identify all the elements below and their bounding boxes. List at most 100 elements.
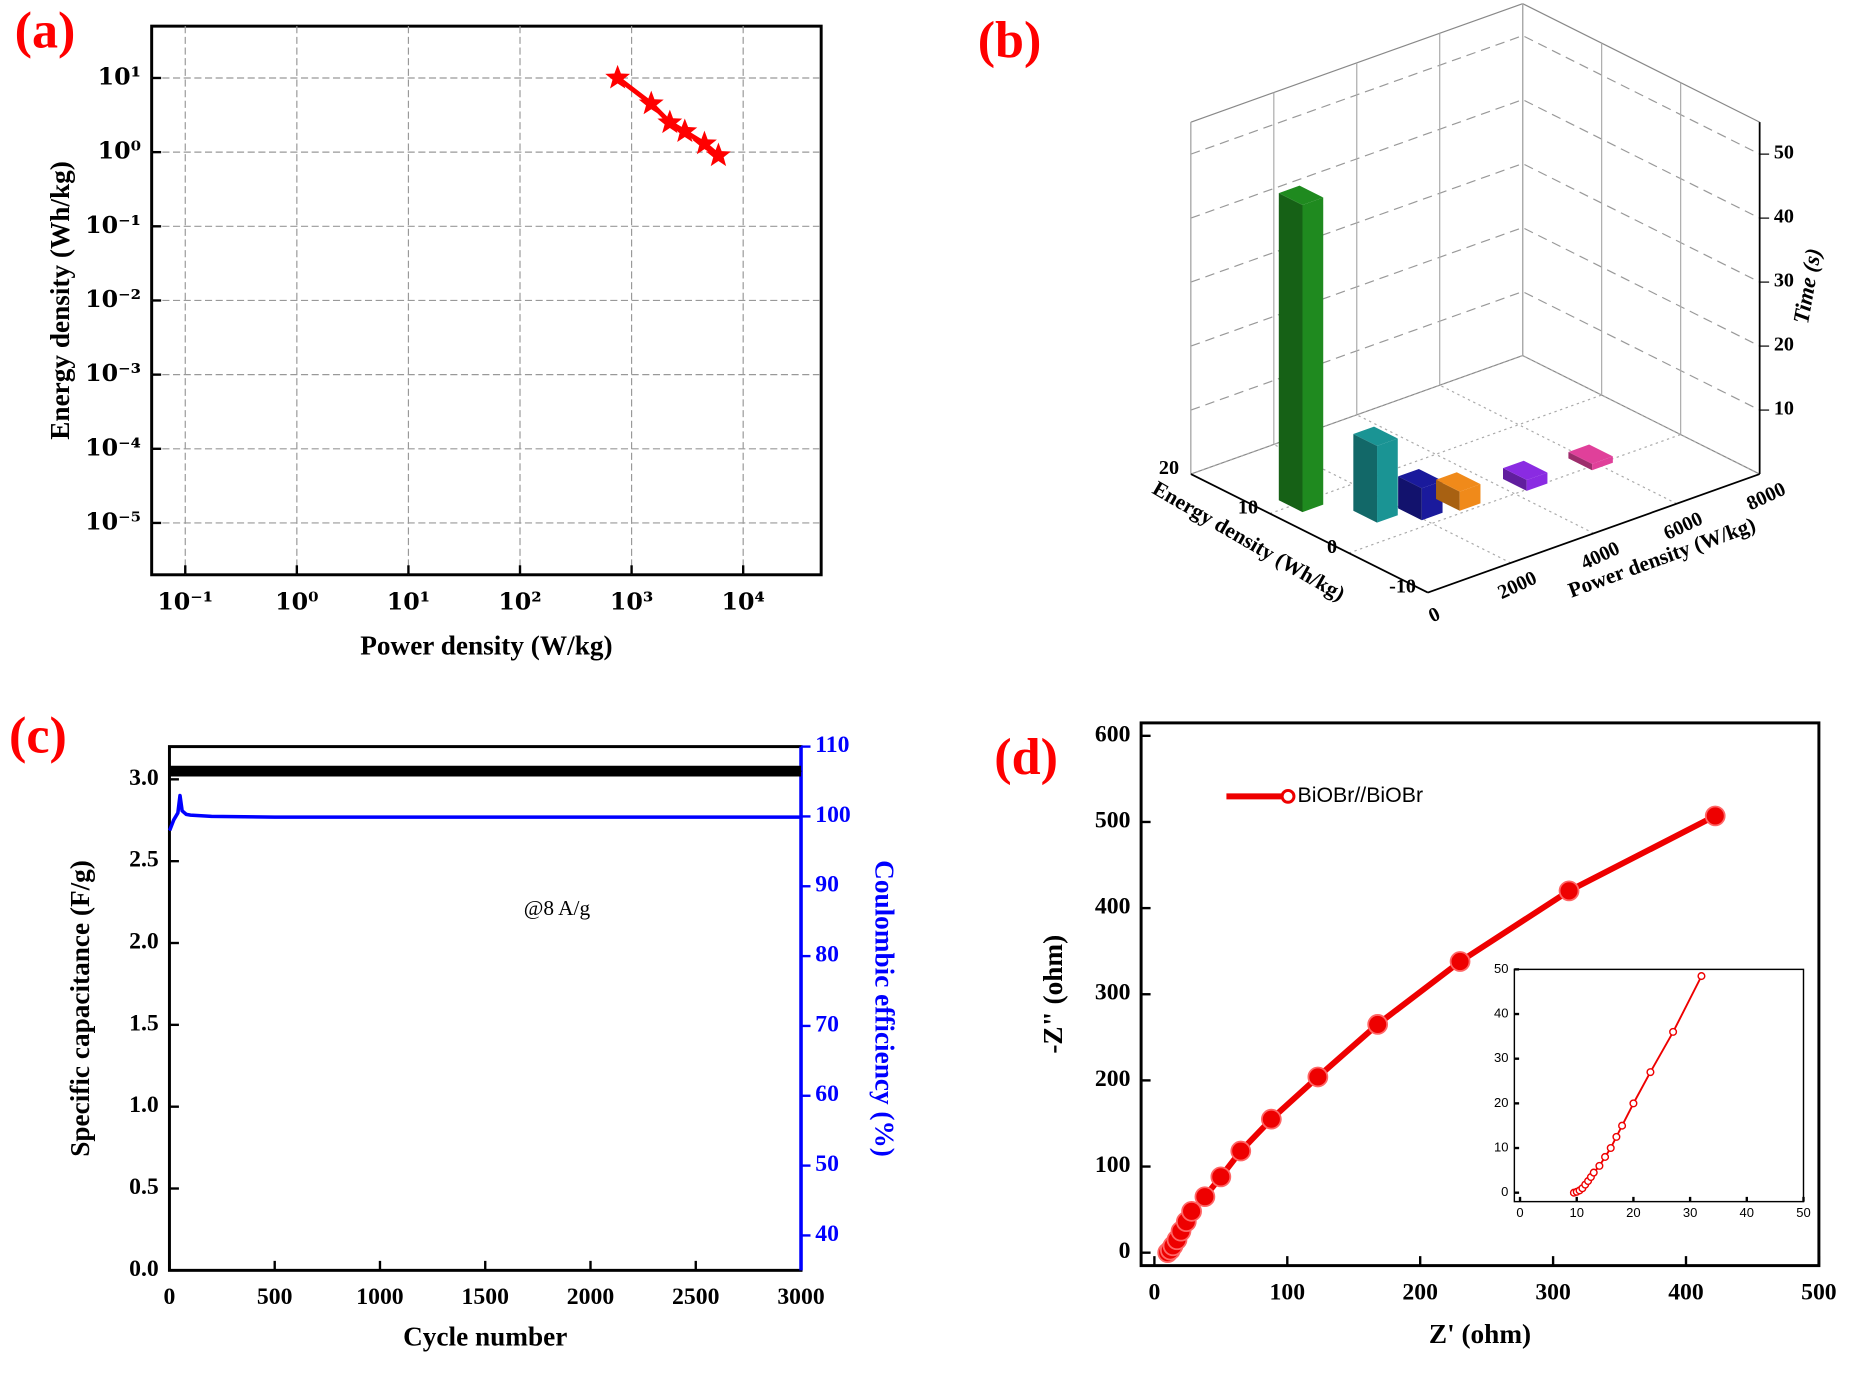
point xyxy=(185,770,187,772)
grid-line xyxy=(1190,34,1760,155)
point xyxy=(484,816,486,818)
y-tick-label: 2.0 xyxy=(129,928,159,954)
z-tick-label: 30 xyxy=(1774,270,1794,292)
y2-tick-label: 90 xyxy=(815,872,839,898)
plot-frame xyxy=(1513,968,1805,1203)
y-tick-label: 20 xyxy=(1159,457,1179,479)
point xyxy=(379,816,381,818)
point xyxy=(589,816,592,818)
grid-line xyxy=(1522,355,1760,475)
x-tick-label: 10⁰ xyxy=(275,588,318,616)
circle-marker xyxy=(1669,1027,1678,1036)
y-axis-label: Specific capacitance (F/g) xyxy=(65,860,95,1157)
y2-tick-label: 100 xyxy=(815,802,851,828)
bar-top xyxy=(1502,460,1548,480)
y-tick-label: 500 xyxy=(1095,807,1131,833)
z-tick-label: 20 xyxy=(1774,334,1794,356)
point xyxy=(169,770,171,772)
bar-top xyxy=(1398,468,1443,489)
y-tick-label: 300 xyxy=(1095,980,1131,1006)
star-marker xyxy=(705,142,731,167)
circle-marker xyxy=(1646,1068,1655,1077)
x-tick-label: 1000 xyxy=(356,1284,403,1310)
star-marker xyxy=(657,109,683,134)
axis-line xyxy=(1190,473,1429,594)
bar xyxy=(1302,197,1324,513)
bar-side xyxy=(1278,193,1303,513)
circle-marker xyxy=(1595,1161,1604,1170)
y-tick-label: 10⁻⁵ xyxy=(85,507,141,535)
circle-marker xyxy=(1210,1166,1232,1188)
point xyxy=(800,770,802,772)
x-tick-label: 2000 xyxy=(1494,567,1540,604)
y-tick-label: 0 xyxy=(1501,1184,1508,1199)
point xyxy=(379,770,381,772)
y-tick-label: 10 xyxy=(1494,1139,1508,1154)
y-tick-label: 3.0 xyxy=(129,765,159,791)
point xyxy=(695,770,697,772)
x-tick-label: 50 xyxy=(1796,1205,1810,1220)
y2-axis-label: Coulombic efficiency (%) xyxy=(869,860,899,1157)
bar-top xyxy=(1353,426,1398,446)
y-tick-label: 1.0 xyxy=(129,1092,159,1118)
plot-frame xyxy=(167,745,803,1272)
point xyxy=(185,813,187,815)
bar-side xyxy=(1353,434,1378,523)
x-tick-label: 10⁴ xyxy=(722,588,765,616)
x-tick-label: 30 xyxy=(1683,1205,1697,1220)
circle-marker xyxy=(1704,805,1726,827)
y-tick-label: 2.5 xyxy=(129,847,159,873)
y-axis-label: Energy density (Wh/kg) xyxy=(45,161,75,440)
z-tick-label: 50 xyxy=(1774,142,1794,164)
annotation: @8 A/g xyxy=(524,896,591,920)
x-tick-label: 10¹ xyxy=(387,588,430,616)
z-tick-label: 40 xyxy=(1774,206,1794,228)
legend-marker xyxy=(1280,788,1296,804)
x-tick-label: 8000 xyxy=(1743,478,1789,515)
y2-tick-label: 70 xyxy=(815,1011,839,1037)
x-tick-label: 3000 xyxy=(777,1284,824,1310)
z-tick-label: 10 xyxy=(1774,398,1794,420)
y-tick-label: 10¹ xyxy=(98,62,141,90)
bar-side xyxy=(1436,479,1460,511)
circle-marker xyxy=(1230,1140,1252,1162)
bar-top xyxy=(1568,444,1613,464)
point xyxy=(210,770,213,772)
x-tick-label: 0 xyxy=(1425,603,1443,627)
star-marker xyxy=(692,130,717,155)
bar-side xyxy=(1398,476,1422,521)
x-tick-label: 500 xyxy=(1801,1279,1837,1305)
y-tick-label: 100 xyxy=(1095,1152,1131,1178)
y-tick-label: 0.5 xyxy=(129,1174,159,1200)
grid-line xyxy=(1190,290,1760,411)
y2-tick-label: 60 xyxy=(815,1081,839,1107)
point xyxy=(181,810,183,812)
y2-tick-label: 50 xyxy=(815,1151,839,1177)
series-line xyxy=(168,793,802,832)
circle-marker xyxy=(1558,880,1580,902)
grid-line xyxy=(1190,162,1760,283)
point xyxy=(189,814,192,816)
x-tick-label: 400 xyxy=(1668,1279,1704,1305)
y-tick-label: 10⁻¹ xyxy=(85,211,141,239)
y-tick-label: 10⁻⁴ xyxy=(85,433,141,461)
z-axis-label: Time (s) xyxy=(1788,246,1826,325)
point xyxy=(181,770,183,772)
circle-marker xyxy=(1307,1066,1329,1088)
circle-marker xyxy=(1606,1143,1615,1153)
grid-line xyxy=(1190,226,1760,347)
axis-line xyxy=(1427,473,1760,594)
x-tick-label: 100 xyxy=(1270,1279,1306,1305)
x-tick-label: 20 xyxy=(1626,1205,1640,1220)
y-tick-label: 0.0 xyxy=(129,1256,159,1282)
legend-label: BiOBr//BiOBr xyxy=(1298,783,1424,807)
y2-tick-label: 80 xyxy=(815,942,839,968)
point xyxy=(177,812,179,814)
x-axis-label: Z' (ohm) xyxy=(1429,1319,1531,1349)
y2-tick-label: 110 xyxy=(815,732,849,758)
circle-marker xyxy=(1449,951,1471,972)
x-tick-label: 0 xyxy=(1148,1279,1160,1305)
bar-side xyxy=(1568,452,1593,471)
y-tick-label: 20 xyxy=(1494,1095,1508,1110)
y-tick-label: 30 xyxy=(1494,1050,1508,1065)
